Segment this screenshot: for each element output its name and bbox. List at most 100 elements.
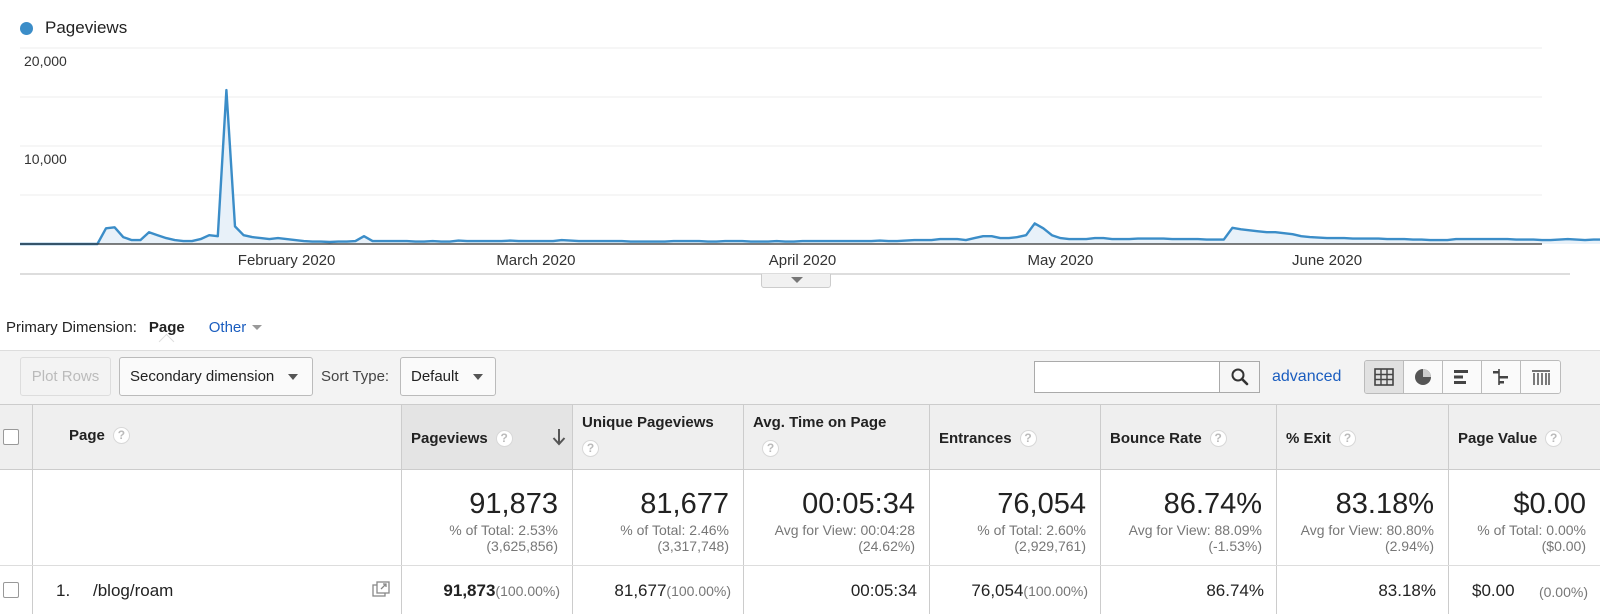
header-page-value[interactable]: Page Value? [1448, 405, 1600, 469]
help-icon[interactable]: ? [762, 440, 779, 457]
total-exit-diff: (2.94%) [1384, 538, 1434, 554]
header-bounce-rate-label: Bounce Rate [1110, 430, 1202, 447]
x-tick-label: May 2020 [1028, 252, 1094, 269]
help-icon[interactable]: ? [1019, 430, 1037, 448]
total-unique-pageviews-pct: % of Total: 2.46% [620, 522, 729, 538]
x-tick-label: February 2020 [238, 252, 336, 269]
x-tick-label: June 2020 [1292, 252, 1362, 269]
total-exit-value: 83.18% [1335, 488, 1434, 520]
table-toolbar: Plot Rows Secondary dimension Sort Type:… [0, 350, 1600, 405]
header-avg-time-label: Avg. Time on Page [753, 414, 887, 431]
row-avg-time-value: 00:05:34 [850, 581, 917, 600]
secondary-dimension-dropdown[interactable]: Secondary dimension [119, 357, 313, 396]
plot-rows-button[interactable]: Plot Rows [20, 357, 111, 396]
total-exit-view: Avg for View: 80.80% [1300, 522, 1434, 538]
total-bounce-rate: 86.74% Avg for View: 88.09% (-1.53%) [1100, 470, 1276, 565]
header-page-value-label: Page Value [1458, 430, 1538, 447]
header-page[interactable]: Page? [32, 405, 401, 469]
table-search-input[interactable] [1034, 361, 1220, 393]
total-page-value-sub: % of Total: 0.00% ($0.00) [1477, 522, 1586, 554]
row-index: 1. [56, 581, 71, 600]
row-page-value: $0.00 (0.00%) [1448, 566, 1600, 614]
row-unique-pageviews: 81,677(100.00%) [572, 566, 743, 614]
advanced-filter-link[interactable]: advanced [1272, 368, 1342, 385]
total-pageviews: 91,873 % of Total: 2.53% (3,625,856) [401, 470, 572, 565]
grid-table-icon [1374, 368, 1394, 386]
header-page-label: Page [69, 427, 105, 444]
total-unique-pageviews-sub: % of Total: 2.46% (3,317,748) [620, 522, 729, 554]
table-header-row: Page? Pageviews? Unique Pageviews ? Avg.… [0, 404, 1600, 470]
comparison-view-button[interactable] [1482, 361, 1521, 393]
total-entrances-sub: % of Total: 2.60% (2,929,761) [977, 522, 1086, 554]
help-icon[interactable]: ? [112, 427, 130, 445]
help-icon[interactable]: ? [1339, 430, 1357, 448]
pageviews-line [20, 88, 1600, 246]
row-entrances-cell: 76,054(100.00%) [971, 581, 1088, 601]
x-tick-label: March 2020 [496, 252, 575, 269]
total-page-value: $0.00 % of Total: 0.00% ($0.00) [1448, 470, 1600, 565]
row-entrances-pct: (100.00%) [1023, 583, 1088, 599]
primary-dimension-other[interactable]: Other [209, 319, 263, 336]
pie-view-button[interactable] [1404, 361, 1443, 393]
legend-label: Pageviews [45, 18, 128, 37]
table-view-button[interactable] [1365, 361, 1404, 393]
select-all-checkbox[interactable] [3, 429, 19, 445]
header-avg-time-on-page[interactable]: Avg. Time on Page ? [743, 405, 929, 469]
header-entrances[interactable]: Entrances? [929, 405, 1100, 469]
x-tick-label: April 2020 [769, 252, 837, 269]
header-unique-pageviews[interactable]: Unique Pageviews ? [572, 405, 743, 469]
chevron-down-icon [252, 325, 263, 330]
header-exit[interactable]: % Exit? [1276, 405, 1448, 469]
row-pageviews-pct: (100.00%) [495, 583, 560, 599]
chart-collapse-toggle[interactable] [761, 274, 831, 288]
row-bounce-rate-value: 86.74% [1206, 581, 1264, 600]
total-entrances: 76,054 % of Total: 2.60% (2,929,761) [929, 470, 1100, 565]
row-page-value-pct: (0.00%) [1538, 584, 1588, 600]
total-unique-pageviews-site: (3,317,748) [657, 538, 729, 554]
sort-type-value: Default [411, 368, 459, 385]
chart-legend[interactable]: Pageviews [20, 18, 127, 38]
row-pageviews-value: 91,873 [443, 581, 496, 600]
row-unique-pageviews-value: 81,677 [614, 581, 667, 600]
help-icon[interactable]: ? [1545, 430, 1563, 448]
row-page-link[interactable]: /blog/roam [93, 581, 174, 600]
total-pageviews-pct: % of Total: 2.53% [449, 522, 558, 538]
header-pageviews[interactable]: Pageviews? [401, 405, 572, 469]
search-icon [1231, 368, 1248, 386]
row-page-cell: 1. /blog/roam [32, 566, 401, 614]
total-bounce-rate-view: Avg for View: 88.09% [1128, 522, 1262, 538]
pageviews-area [20, 90, 1600, 244]
total-avg-time-view: Avg for View: 00:04:28 [774, 522, 915, 538]
help-icon[interactable]: ? [1209, 430, 1227, 448]
row-unique-pageviews-cell: 81,677(100.00%) [614, 581, 731, 601]
view-switcher [1364, 360, 1561, 394]
primary-dimension-page[interactable]: Page [148, 319, 185, 336]
performance-view-button[interactable] [1443, 361, 1482, 393]
header-bounce-rate[interactable]: Bounce Rate? [1100, 405, 1276, 469]
header-select-cell [0, 405, 32, 469]
help-icon[interactable]: ? [582, 440, 599, 457]
row-checkbox[interactable] [3, 582, 19, 598]
totals-select-cell [0, 470, 32, 565]
row-pageviews: 91,873(100.00%) [401, 566, 572, 614]
legend-dot-icon [20, 21, 33, 35]
total-page-value-site: ($0.00) [1541, 538, 1586, 554]
total-bounce-rate-value: 86.74% [1163, 488, 1262, 520]
totals-page-cell [32, 470, 401, 565]
total-avg-time: 00:05:34 Avg for View: 00:04:28 (24.62%) [743, 470, 929, 565]
table-row: 1. /blog/roam 91,873(100.00%) 81,677(100… [0, 566, 1600, 614]
y-tick-label: 10,000 [24, 151, 67, 167]
total-avg-time-sub: Avg for View: 00:04:28 (24.62%) [775, 522, 915, 554]
row-exit: 83.18% [1276, 566, 1448, 614]
total-page-value-value: $0.00 [1513, 488, 1586, 520]
row-avg-time: 00:05:34 [743, 566, 929, 614]
header-entrances-label: Entrances [939, 430, 1012, 447]
pivot-table-icon [1531, 370, 1550, 385]
search-button[interactable] [1220, 361, 1260, 393]
help-icon[interactable]: ? [495, 430, 513, 448]
pivot-view-button[interactable] [1521, 361, 1560, 393]
open-page-external-icon[interactable] [372, 581, 390, 598]
sort-type-dropdown[interactable]: Default [400, 357, 496, 396]
total-avg-time-diff: (24.62%) [858, 538, 915, 554]
row-unique-pageviews-pct: (100.00%) [666, 583, 731, 599]
